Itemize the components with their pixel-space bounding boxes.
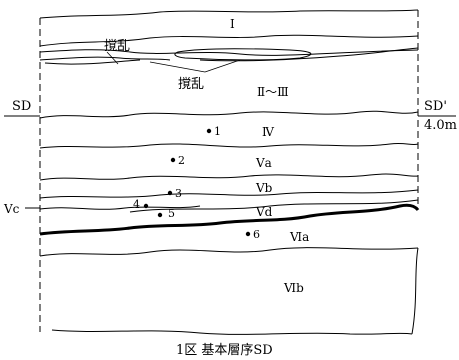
sample-label-5: 5: [168, 207, 175, 220]
boundary-Vd-upper: [129, 199, 419, 213]
sample-point-5: [157, 212, 163, 218]
sample-point-3: [167, 190, 173, 196]
boundary-Vc: [39, 205, 201, 210]
layer-label-IV: Ⅳ: [262, 125, 275, 139]
disturbance-lower-line: [199, 47, 419, 62]
layer-label-Vd: Ⅴd: [255, 205, 273, 219]
layer-label-Va: Ⅴa: [255, 156, 272, 170]
sample-label-2: 2: [178, 154, 185, 167]
section-right-label: SD': [424, 99, 447, 114]
leader-disturbance-2b: [149, 61, 206, 73]
disturbance-lens-2: [174, 48, 312, 61]
layer-label-Vb: Ⅴb: [255, 181, 273, 195]
sample-label-4: 4: [133, 198, 140, 211]
boundary-Vd-VIa-thick: [39, 203, 420, 236]
sample-label-3: 3: [175, 187, 182, 200]
boundary-IV: [39, 142, 419, 149]
layer-label-VIb: Ⅵb: [283, 281, 304, 295]
section-left-label: SD: [12, 99, 31, 114]
leader-disturbance-1: [106, 51, 119, 65]
leader-disturbance-2a: [204, 59, 241, 73]
depth-label: 4.0m: [424, 118, 457, 133]
sample-label-6: 6: [253, 228, 260, 241]
disturbance-lens-1: [39, 56, 171, 65]
boundary-II-III: [39, 110, 419, 119]
boundary-Va: [39, 173, 419, 181]
disturbance-label-1: 撹乱: [104, 39, 130, 54]
layer-label-I: Ⅰ: [230, 17, 235, 31]
disturbance-label-2: 撹乱: [178, 77, 204, 92]
boundary-VIa: [39, 247, 419, 257]
sample-point-4: [143, 203, 149, 209]
profile-bottom: [51, 329, 413, 335]
sample-point-1: [206, 128, 212, 134]
disturbance-lens-upper: [39, 49, 419, 56]
right-lower-edge: [411, 247, 419, 335]
ground-surface-line: [39, 9, 419, 19]
boundary-Vb: [39, 189, 419, 199]
layer-label-VIa: Ⅵa: [289, 230, 309, 244]
boundary-I: [39, 34, 419, 47]
figure-caption: 1区 基本層序SD: [176, 343, 273, 358]
sample-label-1: 1: [214, 125, 221, 138]
sample-point-2: [170, 157, 176, 163]
layer-label-II-III: Ⅱ～Ⅲ: [257, 85, 289, 99]
sample-point-6: [245, 231, 251, 237]
layer-label-Vc: Ⅴc: [3, 202, 20, 216]
